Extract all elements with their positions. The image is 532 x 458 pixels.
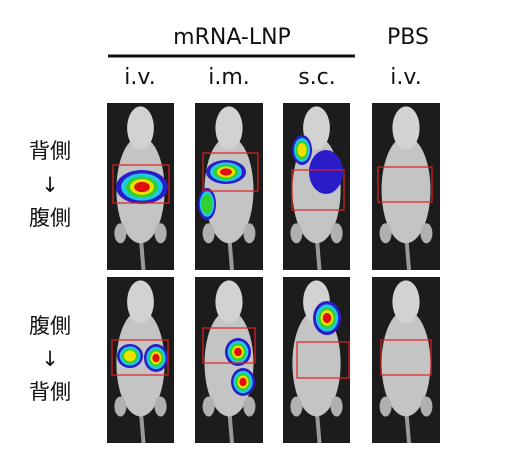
mouse-leg	[243, 223, 256, 244]
mouse-head	[392, 280, 420, 324]
mouse-head	[215, 106, 243, 150]
row-label: ↓	[41, 173, 59, 197]
roi-box	[111, 339, 169, 376]
mouse-head	[127, 280, 154, 324]
row-label: 腹側	[29, 206, 71, 230]
signal-blob	[152, 353, 160, 363]
column-label: s.c.	[298, 65, 336, 90]
mouse-head	[215, 280, 243, 324]
signal-blob	[201, 194, 213, 214]
mouse-leg	[290, 396, 303, 417]
mouse-leg	[154, 223, 167, 244]
roi-box	[377, 166, 433, 203]
mouse-head	[127, 106, 154, 150]
mouse-leg	[290, 223, 303, 244]
signal-blob	[322, 312, 332, 324]
roi-box	[202, 327, 256, 364]
mouse-body	[381, 310, 431, 417]
roi-box	[380, 339, 432, 376]
mouse-leg	[202, 223, 215, 244]
mouse-leg	[114, 223, 127, 244]
row-label: 背側	[29, 380, 71, 404]
mouse-body	[116, 310, 165, 417]
signal-blob	[234, 347, 242, 357]
mouse-leg	[330, 223, 343, 244]
signal-blob	[309, 150, 343, 194]
mouse-head	[303, 106, 330, 150]
mouse-head	[392, 106, 420, 150]
mouse-leg	[154, 396, 167, 417]
column-label: i.v.	[390, 65, 421, 90]
mouse-leg	[379, 223, 392, 244]
roi-box	[112, 164, 170, 204]
mouse-body	[381, 136, 431, 244]
mouse-body	[292, 310, 341, 417]
signal-blob	[124, 350, 136, 362]
group-label: PBS	[387, 25, 429, 50]
column-label: i.m.	[208, 65, 250, 90]
mouse-leg	[114, 396, 127, 417]
signal-blob	[134, 181, 150, 193]
signal-blob	[239, 377, 247, 387]
column-label: i.v.	[124, 65, 155, 90]
roi-box	[296, 341, 350, 379]
mouse-leg	[379, 396, 392, 417]
row-label: ↓	[41, 347, 59, 371]
roi-box	[202, 152, 259, 192]
mouse-leg	[420, 396, 433, 417]
row-label: 腹側	[29, 314, 71, 338]
row-label: 背側	[29, 139, 71, 163]
mouse-leg	[420, 223, 433, 244]
group-label: mRNA-LNP	[173, 25, 291, 50]
mouse-leg	[202, 396, 215, 417]
mouse-leg	[243, 396, 256, 417]
signal-blob	[220, 168, 232, 176]
roi-box	[291, 169, 345, 211]
signal-blob	[297, 143, 307, 157]
mouse-leg	[330, 396, 343, 417]
